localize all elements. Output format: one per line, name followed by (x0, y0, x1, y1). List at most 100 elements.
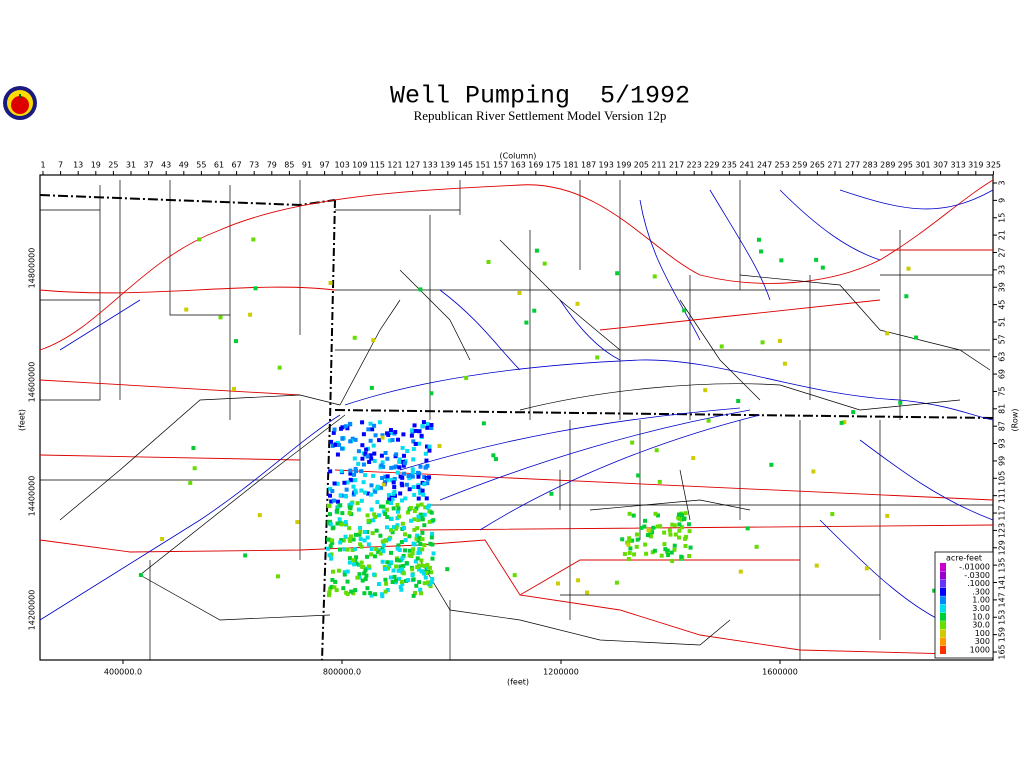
pumping-cell (464, 375, 469, 380)
pumping-cell (419, 513, 424, 518)
pumping-cell (364, 447, 369, 452)
pumping-cell (636, 473, 641, 478)
pumping-cell (906, 266, 911, 271)
pumping-cell (360, 456, 365, 461)
pumping-cell (395, 470, 400, 475)
pumping-cell (486, 259, 491, 264)
row-tick-label: 129 (998, 540, 1007, 555)
legend-label: 30.0 (972, 621, 990, 630)
pumping-cell (357, 572, 362, 577)
pumping-cell (534, 248, 539, 253)
pumping-cell (898, 400, 903, 405)
pumping-cell (677, 522, 682, 527)
pumping-cell (362, 490, 367, 495)
pumping-cell (672, 543, 677, 548)
pumping-cell (336, 568, 341, 573)
pumping-cell (422, 581, 427, 586)
pumping-cell (425, 562, 430, 567)
pumping-cell (885, 331, 890, 336)
pumping-cell (400, 445, 405, 450)
pumping-cell (331, 569, 336, 574)
pumping-cell (369, 456, 374, 461)
pumping-cell (396, 509, 401, 514)
pumping-cell (391, 568, 396, 573)
pumping-cell (369, 385, 374, 390)
pumping-cell (370, 427, 375, 432)
pumping-cell (365, 535, 370, 540)
pumping-cell (382, 538, 387, 543)
pumping-cell (688, 545, 693, 550)
column-tick-label: 187 (581, 161, 596, 170)
pumping-cell (381, 549, 386, 554)
pumping-cell (343, 494, 348, 499)
pumping-cell (381, 482, 386, 487)
pumping-cell (275, 574, 280, 579)
pumping-cell (335, 440, 340, 445)
pumping-cell (336, 443, 341, 448)
pumping-cell (329, 556, 334, 561)
pumping-cell (650, 550, 655, 555)
row-tick-label: 93 (998, 438, 1007, 448)
legend-swatch (940, 646, 946, 654)
column-tick-label: 253 (775, 161, 790, 170)
pumping-cell (418, 591, 423, 596)
pumping-cell (410, 573, 415, 578)
pumping-cell (418, 550, 423, 555)
pumping-cell (383, 474, 388, 479)
pumping-cell (682, 308, 687, 313)
pumping-cell (372, 451, 377, 456)
pumping-cell (342, 570, 347, 575)
pumping-cell (412, 492, 417, 497)
pumping-cell (372, 572, 377, 577)
column-tick-label: 223 (687, 161, 702, 170)
pumping-cell (422, 543, 427, 548)
column-tick-label: 319 (968, 161, 983, 170)
pumping-cell (677, 512, 682, 517)
pumping-cell (423, 451, 428, 456)
pumping-cell (337, 547, 342, 552)
pumping-cell (231, 386, 236, 391)
pumping-cell (885, 513, 890, 518)
pumping-cell (372, 554, 377, 559)
pumping-cell (575, 301, 580, 306)
pumping-cell (388, 575, 393, 580)
pumping-cell (493, 457, 498, 462)
pumping-cell (339, 522, 344, 527)
pumping-cell (396, 514, 401, 519)
pumping-cell (830, 512, 835, 517)
pumping-cell (635, 537, 640, 542)
row-tick-label: 27 (998, 247, 1007, 257)
pumping-cell (359, 498, 364, 503)
legend-label: -.0300 (964, 571, 990, 580)
column-label: (Column) (500, 152, 537, 161)
pumping-cell (385, 500, 390, 505)
pumping-cell (676, 515, 681, 520)
pumping-cell (397, 558, 402, 563)
pumping-cell (622, 552, 627, 557)
pumping-cell (679, 517, 684, 522)
pumping-cell (431, 518, 436, 523)
pumping-cell (352, 335, 357, 340)
pumping-cell (576, 578, 581, 583)
pumping-cell (348, 477, 353, 482)
pumping-cell (328, 493, 333, 498)
pumping-cell (677, 528, 682, 533)
pumping-cell (615, 271, 620, 276)
pumping-cell (644, 551, 649, 556)
column-tick-label: 247 (757, 161, 772, 170)
pumping-cell (428, 584, 433, 589)
pumping-cell (410, 470, 415, 475)
pumping-cell (650, 530, 655, 535)
row-tick-label: 63 (998, 352, 1007, 362)
pumping-cell (328, 469, 333, 474)
column-tick-label: 313 (951, 161, 966, 170)
pumping-cell (381, 504, 386, 509)
pumping-cell (412, 527, 417, 532)
pumping-cell (393, 430, 398, 435)
pumping-cell (422, 512, 427, 517)
pumping-cell (420, 569, 425, 574)
column-tick-label: 85 (284, 161, 294, 170)
pumping-cell (332, 585, 337, 590)
pumping-cell (363, 451, 368, 456)
pumping-cell (649, 534, 654, 539)
